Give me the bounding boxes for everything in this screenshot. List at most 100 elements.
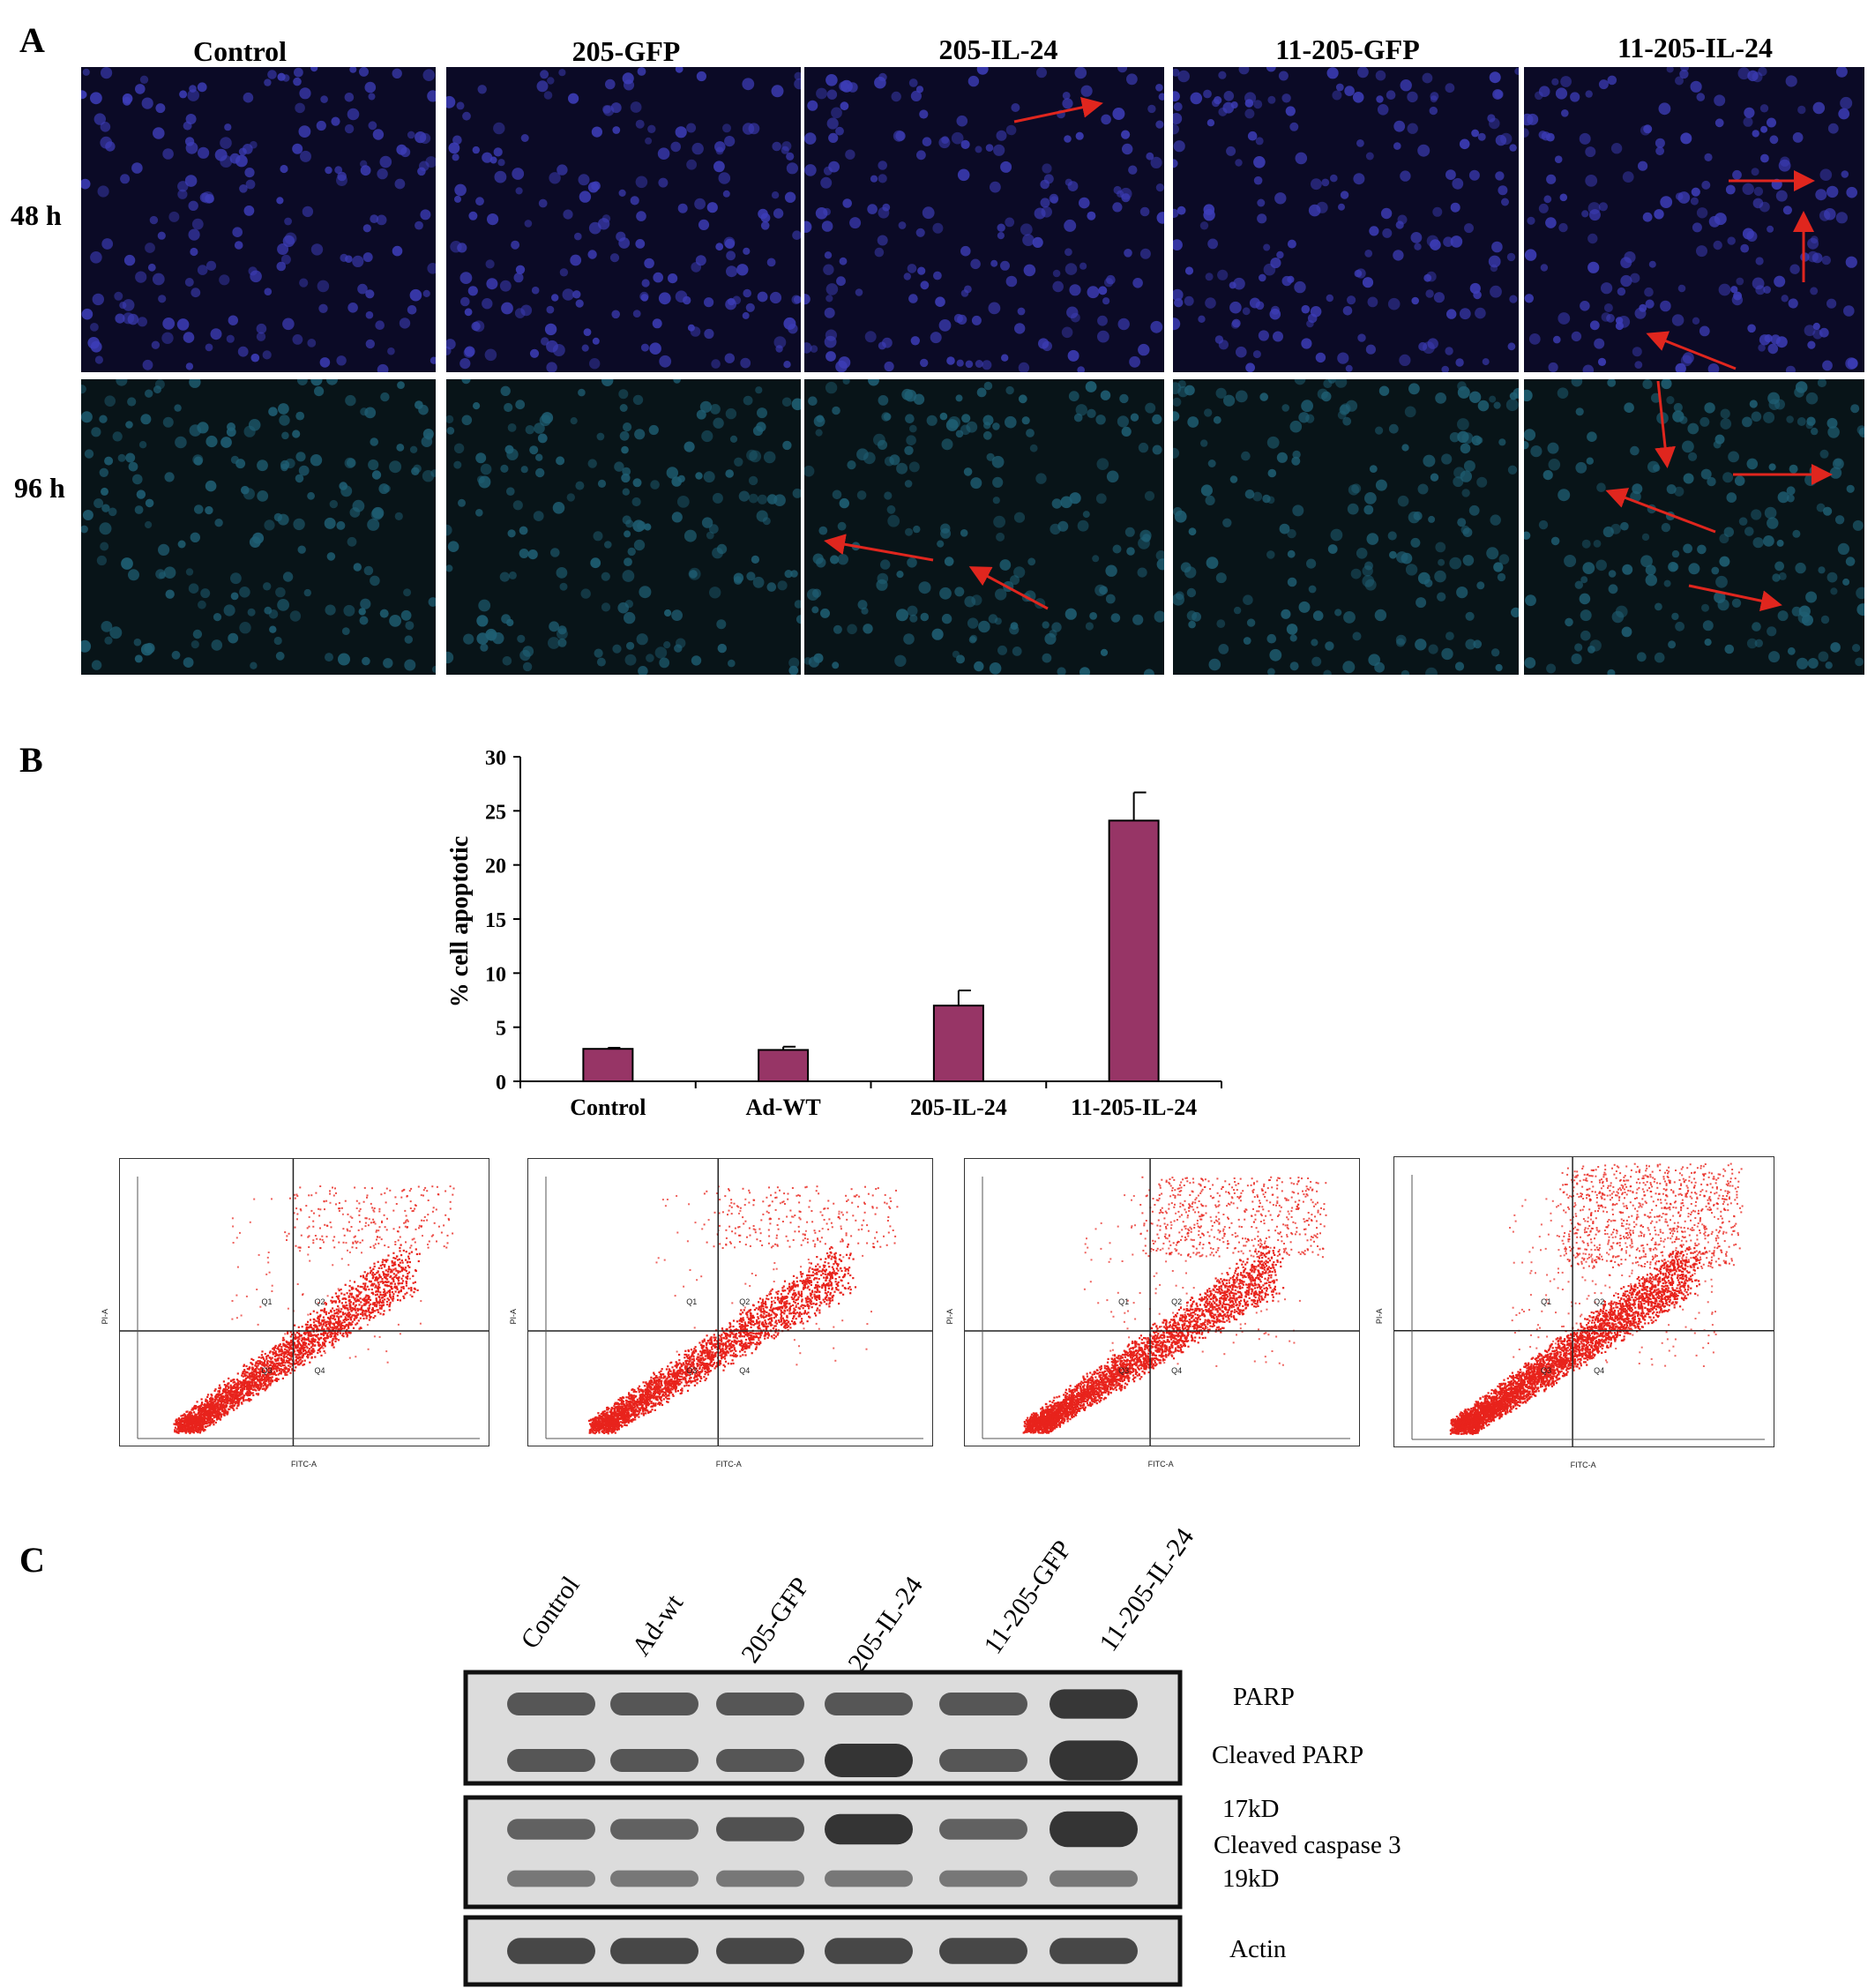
y-axis-label: PI-A [1375,1309,1384,1325]
parp-blot [463,1670,1183,1786]
blot-band [507,1693,595,1715]
blot-band [610,1749,698,1772]
quadrant-label: Q3 [261,1366,272,1375]
y-tick-label: 10 [485,963,506,986]
blot-band [939,1938,1027,1964]
panel-b-letter: B [19,740,43,780]
x-axis-label: FITC-A [716,1460,742,1469]
lane-label-control: Control [515,1571,586,1655]
blot-label-parp: PARP [1233,1683,1295,1711]
y-axis-label: PI-A [101,1309,109,1325]
flow-plot-4: Q1 Q2 Q3 Q4 PI-A FITC-A [1375,1156,1774,1469]
x-axis-label: FITC-A [1571,1461,1596,1469]
x-axis-label: FITC-A [1148,1460,1174,1469]
blot-band [507,1819,595,1840]
y-axis-label: PI-A [509,1309,518,1325]
quadrant-label: Q1 [1541,1297,1551,1306]
lane-label-11-205-gfp: 11-205-GFP [978,1535,1078,1660]
blot-band [1050,1689,1138,1719]
y-axis-label: % cell apoptotic [446,836,474,1007]
blot-label-cleaved-caspase3: Cleaved caspase 3 [1214,1831,1401,1859]
panel-c-letter: C [19,1540,45,1580]
blot-band [825,1744,913,1777]
quadrant-label: Q1 [261,1297,272,1306]
lane-label-205-il24: 205-IL-24 [842,1571,929,1678]
bar-11-205-il-24 [1108,819,1160,1083]
blot-band [507,1870,595,1887]
quadrant-label: Q2 [314,1297,325,1306]
blot-band [939,1819,1027,1840]
blot-band [1050,1740,1138,1781]
micrograph-96h-col3 [804,379,1164,675]
quadrant-label: Q3 [686,1366,697,1375]
blot-label-19kd: 19kD [1222,1865,1280,1893]
micrograph-48h-col1 [81,67,436,372]
quadrant-label: Q4 [314,1366,325,1375]
y-tick-label: 5 [496,1018,506,1041]
blot-band [825,1813,913,1845]
blot-band [716,1817,804,1842]
blot-band [1050,1870,1138,1887]
quadrant-label: Q3 [1541,1366,1551,1375]
micrograph-48h-col4 [1173,67,1519,372]
micrograph-48h-col5 [1524,67,1864,372]
blot-band [825,1870,913,1887]
red-arrow-marker [1688,584,1782,612]
blot-band [716,1693,804,1715]
quadrant-label: Q4 [1171,1366,1182,1375]
actin-blot [463,1915,1183,1987]
western-blot-image [463,1670,1183,1987]
blot-band [825,1938,913,1964]
y-tick-label: 25 [485,801,506,824]
micrograph-48h-col3 [804,67,1164,372]
flow-plot-3: Q1 Q2 Q3 Q4 PI-A FITC-A [945,1158,1360,1469]
x-axis-label: FITC-A [291,1460,317,1469]
red-arrow-marker [968,566,1049,610]
y-tick-label: 15 [485,909,506,932]
x-category-label: Control [570,1095,646,1120]
micrograph-96h-col5 [1524,379,1864,675]
quadrant-label: Q4 [1594,1366,1604,1375]
bar-ad-wt [758,1049,810,1082]
panel-a-letter: A [19,20,45,60]
caspase3-blot [463,1795,1183,1910]
blot-band [507,1749,595,1772]
blot-label-cleaved-parp: Cleaved PARP [1212,1741,1364,1769]
micrograph-96h-col2 [446,379,801,675]
red-arrow-marker [1646,331,1737,370]
quadrant-label: Q1 [686,1297,697,1306]
blot-band [939,1870,1027,1887]
red-arrow-marker [1605,488,1716,534]
blot-band [716,1870,804,1887]
col-label-205-gfp: 205-GFP [571,35,681,67]
blot-band [610,1693,698,1715]
y-tick-label: 0 [496,1072,506,1095]
x-category-label: Ad-WT [746,1095,821,1120]
quadrant-label: Q1 [1118,1297,1129,1306]
blot-band [1050,1938,1138,1964]
col-label-205-il24: 205-IL-24 [938,34,1058,65]
blot-label-actin: Actin [1229,1935,1287,1963]
quadrant-label: Q2 [739,1297,750,1306]
bar-control [582,1048,634,1083]
lane-label-11-205-il24: 11-205-IL-24 [1094,1522,1200,1657]
lane-label-205-gfp: 205-GFP [736,1572,816,1669]
quadrant-label: Q4 [739,1366,750,1375]
quadrant-label: Q3 [1118,1366,1129,1375]
blot-label-17kd: 17kD [1222,1795,1280,1823]
red-arrow-marker [1013,96,1103,123]
red-arrow-marker [824,534,934,562]
row-label-48h: 48 h [11,199,62,231]
row-label-96h: 96 h [14,472,65,504]
micrograph-96h-col4 [1173,379,1519,675]
blot-band [939,1693,1027,1715]
col-label-11-205-il24: 11-205-IL-24 [1617,32,1773,64]
blot-band [507,1938,595,1964]
apoptosis-bar-chart: % cell apoptotic 0 5 10 15 20 25 30 Control Ad-… [446,747,1222,1120]
blot-band [716,1749,804,1772]
blot-band [939,1749,1027,1772]
x-category-label: 11-205-IL-24 [1071,1095,1197,1120]
col-label-11-205-gfp: 11-205-GFP [1275,34,1420,65]
x-category-label: 205-IL-24 [910,1095,1007,1120]
col-label-control: Control [192,35,288,67]
